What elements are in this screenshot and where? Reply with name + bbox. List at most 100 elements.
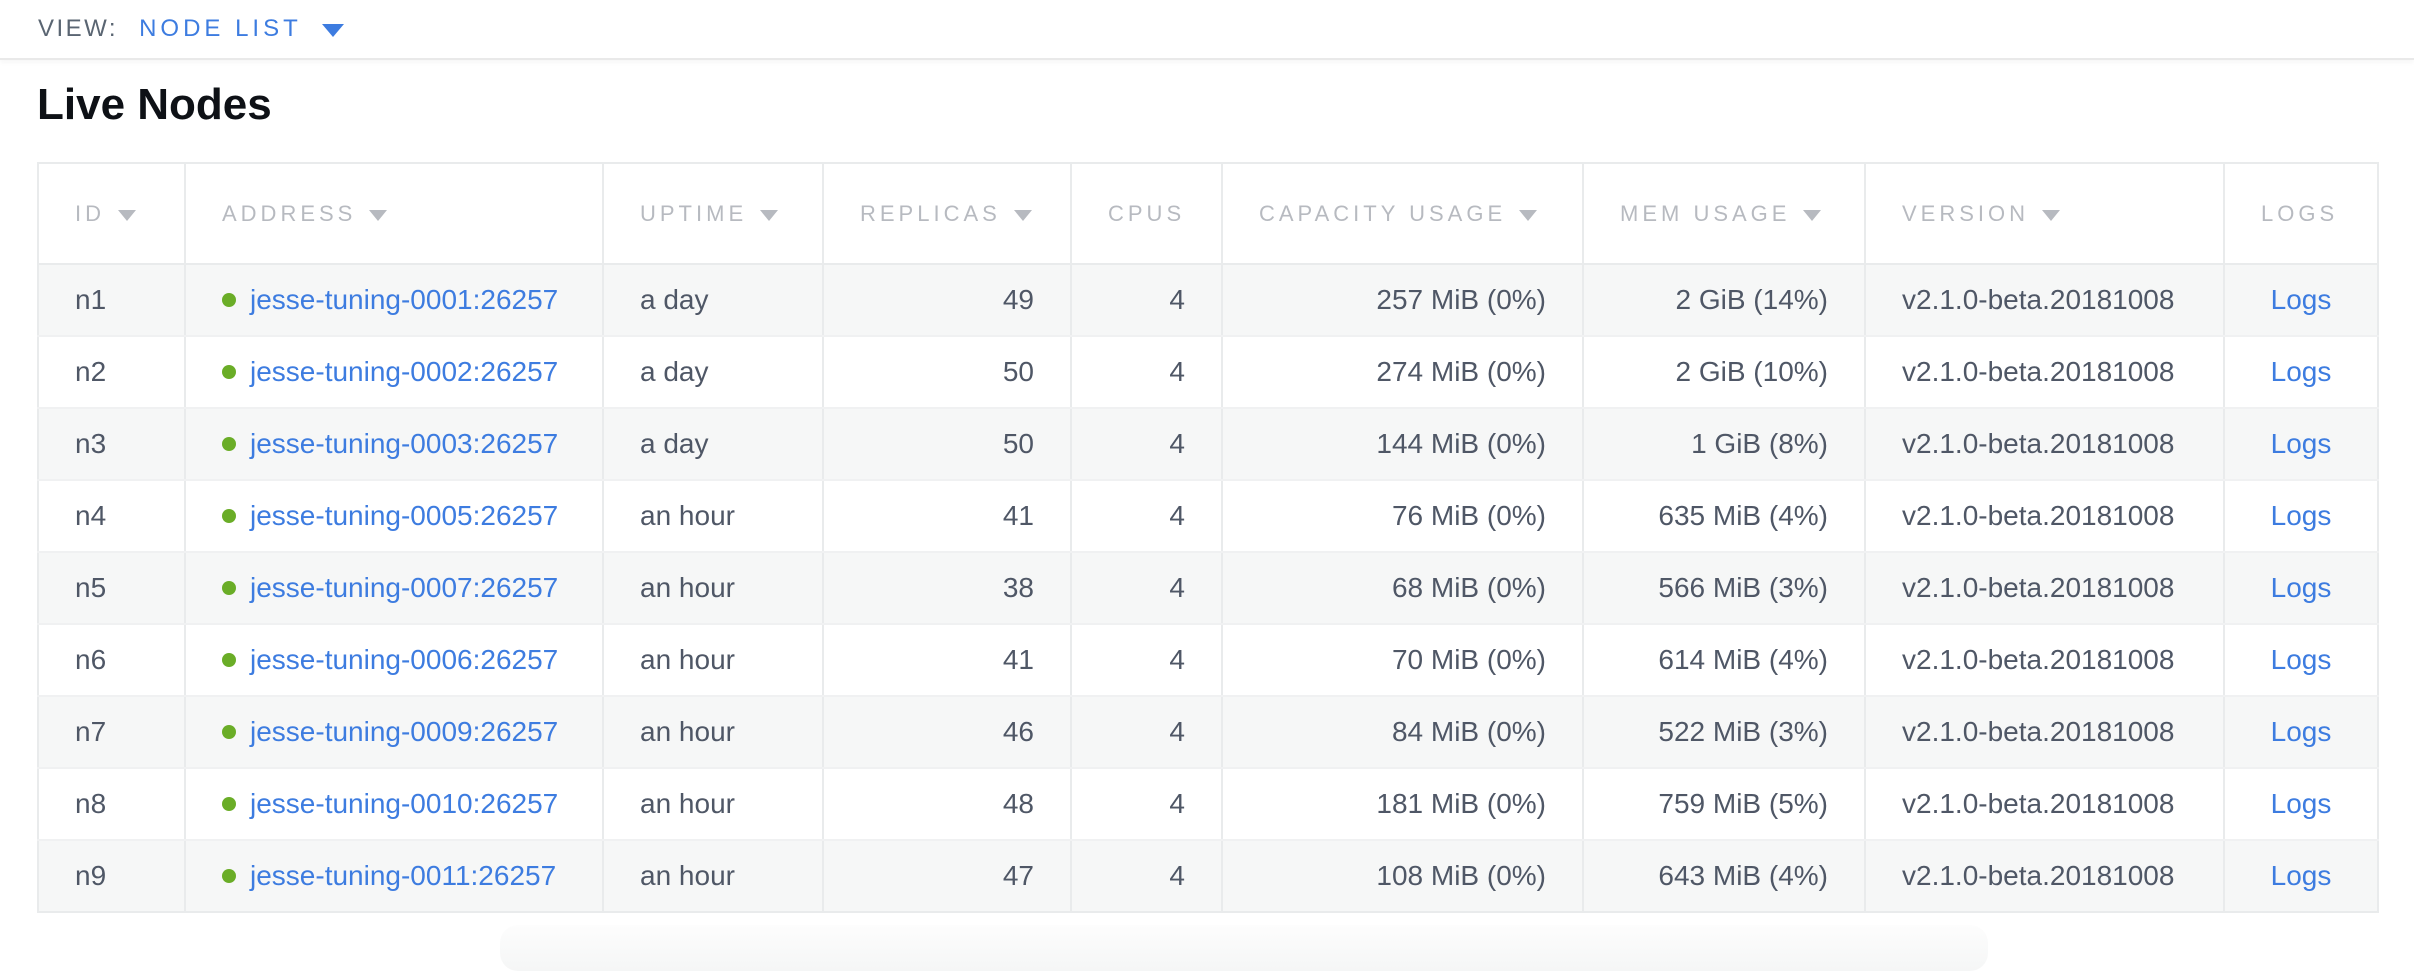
column-header-capacity_usage[interactable]: CAPACITY USAGE bbox=[1221, 163, 1583, 265]
cell-capacity_usage: 70 MiB (0%) bbox=[1221, 624, 1583, 697]
cell-logs: Logs bbox=[2223, 768, 2378, 841]
cell-replicas: 47 bbox=[822, 840, 1071, 912]
cell-id: n3 bbox=[38, 408, 185, 481]
cell-version: v2.1.0-beta.20181008 bbox=[1864, 336, 2224, 409]
node-logs-link[interactable]: Logs bbox=[2270, 500, 2332, 531]
cell-mem_usage: 522 MiB (3%) bbox=[1582, 696, 1865, 769]
cell-logs: Logs bbox=[2223, 408, 2378, 481]
cell-replicas: 41 bbox=[822, 624, 1071, 697]
node-address-link[interactable]: jesse-tuning-0010:26257 bbox=[250, 788, 559, 819]
cell-cpus: 4 bbox=[1070, 408, 1222, 481]
cell-cpus: 4 bbox=[1070, 624, 1222, 697]
sort-caret-icon bbox=[1519, 209, 1538, 221]
column-header-id[interactable]: ID bbox=[38, 163, 185, 265]
node-logs-link[interactable]: Logs bbox=[2270, 788, 2332, 819]
cell-cpus: 4 bbox=[1070, 840, 1222, 912]
column-header-uptime[interactable]: UPTIME bbox=[602, 163, 823, 265]
cell-cpus: 4 bbox=[1070, 480, 1222, 553]
node-row: n5 jesse-tuning-0007:26257 an hour 38 4 68 Mi… bbox=[38, 552, 2378, 625]
sort-caret-icon bbox=[2042, 209, 2061, 221]
sort-caret-icon bbox=[1013, 209, 1032, 221]
cell-uptime: a day bbox=[602, 408, 823, 481]
cell-address: jesse-tuning-0001:26257 bbox=[184, 264, 603, 337]
node-row: n7 jesse-tuning-0009:26257 an hour 46 4 84 Mi… bbox=[38, 696, 2378, 769]
view-selector[interactable]: NODE LIST bbox=[139, 15, 344, 43]
cell-version: v2.1.0-beta.20181008 bbox=[1864, 696, 2224, 769]
cell-address: jesse-tuning-0006:26257 bbox=[184, 624, 603, 697]
cell-logs: Logs bbox=[2223, 696, 2378, 769]
column-header-logs: LOGS bbox=[2223, 163, 2378, 265]
column-header-label: VERSION bbox=[1902, 200, 2030, 226]
node-row: n9 jesse-tuning-0011:26257 an hour 47 4 108 M… bbox=[38, 840, 2378, 912]
cell-capacity_usage: 257 MiB (0%) bbox=[1221, 264, 1583, 337]
cell-address: jesse-tuning-0005:26257 bbox=[184, 480, 603, 553]
node-row: n4 jesse-tuning-0005:26257 an hour 41 4 76 Mi… bbox=[38, 480, 2378, 553]
cell-address: jesse-tuning-0007:26257 bbox=[184, 552, 603, 625]
cell-version: v2.1.0-beta.20181008 bbox=[1864, 840, 2224, 912]
cell-mem_usage: 759 MiB (5%) bbox=[1582, 768, 1865, 841]
node-logs-link[interactable]: Logs bbox=[2270, 284, 2332, 315]
table-header-row: ID ADDRESS UPTIME REPLICAS CPUS CAPACITY USAG… bbox=[38, 163, 2378, 265]
live-nodes-table-wrap: ID ADDRESS UPTIME REPLICAS CPUS CAPACITY USAG… bbox=[37, 162, 2379, 913]
next-section-peek bbox=[500, 925, 1988, 971]
column-header-address[interactable]: ADDRESS bbox=[184, 163, 603, 265]
node-logs-link[interactable]: Logs bbox=[2270, 716, 2332, 747]
node-address-link[interactable]: jesse-tuning-0006:26257 bbox=[250, 644, 559, 675]
view-label: VIEW: bbox=[38, 15, 119, 42]
cell-id: n2 bbox=[38, 336, 185, 409]
node-address-link[interactable]: jesse-tuning-0001:26257 bbox=[250, 284, 559, 315]
node-health-icon bbox=[222, 509, 236, 523]
live-nodes-table: ID ADDRESS UPTIME REPLICAS CPUS CAPACITY USAG… bbox=[37, 162, 2379, 913]
sort-caret-icon bbox=[369, 209, 388, 221]
node-address-link[interactable]: jesse-tuning-0002:26257 bbox=[250, 356, 559, 387]
cell-capacity_usage: 144 MiB (0%) bbox=[1221, 408, 1583, 481]
node-address-link[interactable]: jesse-tuning-0003:26257 bbox=[250, 428, 559, 459]
column-header-label: ID bbox=[75, 200, 105, 226]
cell-cpus: 4 bbox=[1070, 768, 1222, 841]
cell-version: v2.1.0-beta.20181008 bbox=[1864, 768, 2224, 841]
cell-uptime: an hour bbox=[602, 768, 823, 841]
cell-id: n1 bbox=[38, 264, 185, 337]
column-header-mem_usage[interactable]: MEM USAGE bbox=[1582, 163, 1865, 265]
node-logs-link[interactable]: Logs bbox=[2270, 428, 2332, 459]
cell-replicas: 49 bbox=[822, 264, 1071, 337]
node-logs-link[interactable]: Logs bbox=[2270, 356, 2332, 387]
node-address-link[interactable]: jesse-tuning-0011:26257 bbox=[250, 860, 557, 891]
column-header-label: LOGS bbox=[2261, 200, 2339, 226]
cell-version: v2.1.0-beta.20181008 bbox=[1864, 552, 2224, 625]
cell-capacity_usage: 76 MiB (0%) bbox=[1221, 480, 1583, 553]
cell-logs: Logs bbox=[2223, 624, 2378, 697]
node-address-link[interactable]: jesse-tuning-0007:26257 bbox=[250, 572, 559, 603]
cell-logs: Logs bbox=[2223, 480, 2378, 553]
cell-capacity_usage: 181 MiB (0%) bbox=[1221, 768, 1583, 841]
cell-capacity_usage: 68 MiB (0%) bbox=[1221, 552, 1583, 625]
node-logs-link[interactable]: Logs bbox=[2270, 860, 2332, 891]
cell-mem_usage: 2 GiB (14%) bbox=[1582, 264, 1865, 337]
cell-logs: Logs bbox=[2223, 264, 2378, 337]
column-header-replicas[interactable]: REPLICAS bbox=[822, 163, 1071, 265]
sort-caret-icon bbox=[118, 209, 136, 221]
node-row: n2 jesse-tuning-0002:26257 a day 50 4 274 MiB… bbox=[38, 336, 2378, 409]
cell-version: v2.1.0-beta.20181008 bbox=[1864, 408, 2224, 481]
column-header-label: MEM USAGE bbox=[1620, 200, 1791, 226]
column-header-version[interactable]: VERSION bbox=[1864, 163, 2224, 265]
cell-uptime: an hour bbox=[602, 840, 823, 912]
cell-uptime: a day bbox=[602, 336, 823, 409]
node-health-icon bbox=[222, 437, 236, 451]
column-header-label: REPLICAS bbox=[860, 200, 1001, 226]
cell-address: jesse-tuning-0002:26257 bbox=[184, 336, 603, 409]
column-header-label: UPTIME bbox=[640, 200, 748, 226]
cell-uptime: a day bbox=[602, 264, 823, 337]
cell-address: jesse-tuning-0010:26257 bbox=[184, 768, 603, 841]
node-logs-link[interactable]: Logs bbox=[2270, 644, 2332, 675]
node-address-link[interactable]: jesse-tuning-0009:26257 bbox=[250, 716, 559, 747]
node-row: n1 jesse-tuning-0001:26257 a day 49 4 257 MiB… bbox=[38, 264, 2378, 337]
cell-id: n9 bbox=[75, 860, 107, 891]
cell-replicas: 48 bbox=[822, 768, 1071, 841]
node-address-link[interactable]: jesse-tuning-0005:26257 bbox=[250, 500, 559, 531]
node-health-icon bbox=[222, 365, 236, 379]
node-logs-link[interactable]: Logs bbox=[2270, 572, 2332, 603]
cell-uptime: an hour bbox=[602, 480, 823, 553]
cell-logs: Logs bbox=[2223, 840, 2378, 912]
dropdown-caret-icon bbox=[321, 24, 344, 37]
